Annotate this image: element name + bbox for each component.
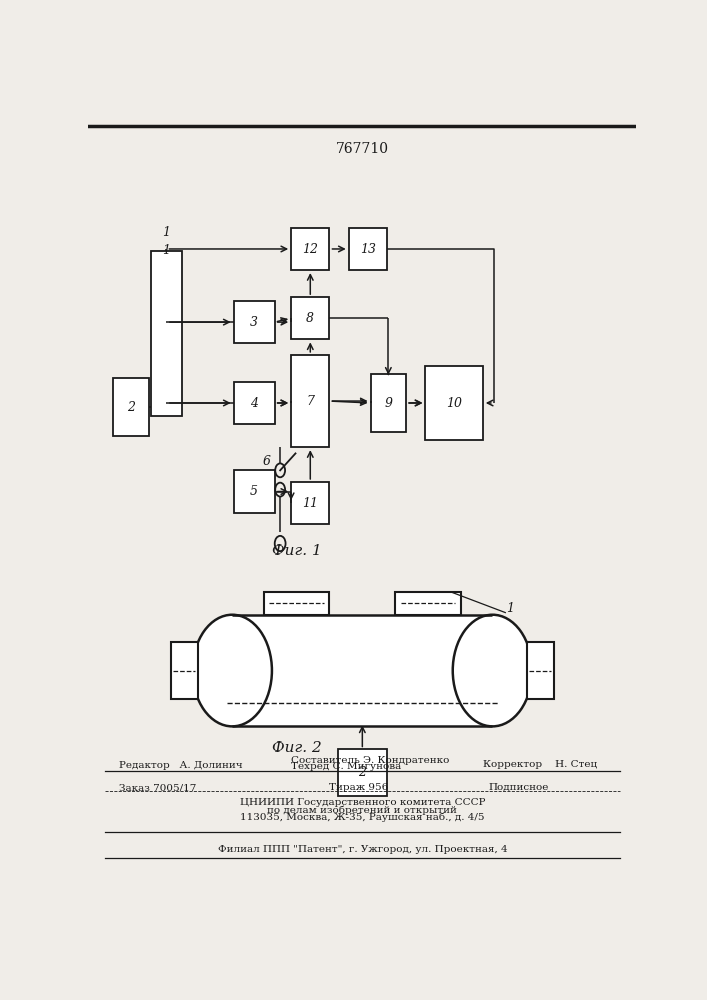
Bar: [233, 382, 275, 424]
Bar: [395, 592, 461, 615]
Bar: [233, 301, 275, 343]
Ellipse shape: [192, 615, 272, 726]
Text: 10: 10: [446, 397, 462, 410]
Text: 1: 1: [163, 226, 170, 239]
Bar: [291, 355, 329, 447]
Text: 1: 1: [506, 602, 514, 615]
Bar: [113, 378, 148, 436]
Bar: [233, 470, 275, 513]
Text: 11: 11: [303, 497, 318, 510]
Text: 5: 5: [250, 485, 258, 498]
Bar: [370, 374, 407, 432]
Text: 767710: 767710: [336, 142, 389, 156]
Text: 2: 2: [358, 766, 366, 779]
Text: Филиал ППП "Патент", г. Ужгород, ул. Проектная, 4: Филиал ППП "Патент", г. Ужгород, ул. Про…: [218, 845, 507, 854]
Text: Тираж 956: Тираж 956: [329, 783, 389, 792]
Bar: [232, 615, 493, 726]
Text: 1: 1: [162, 244, 170, 257]
Text: Корректор    Н. Стец: Корректор Н. Стец: [483, 760, 597, 769]
Text: Фиг. 2: Фиг. 2: [271, 741, 322, 755]
Text: Фиг. 1: Фиг. 1: [271, 544, 322, 558]
Bar: [527, 642, 554, 699]
Text: ЦНИИПИ Государственного комитета СССР: ЦНИИПИ Государственного комитета СССР: [240, 798, 485, 807]
Bar: [291, 297, 329, 339]
Text: 8: 8: [306, 312, 315, 325]
Text: 3: 3: [250, 316, 258, 329]
Text: 4: 4: [250, 397, 258, 410]
Text: Редактор   А. Долинич: Редактор А. Долинич: [119, 761, 242, 770]
Bar: [426, 366, 483, 440]
Bar: [151, 251, 182, 416]
Text: 13: 13: [360, 243, 376, 256]
Text: Подписное: Подписное: [489, 783, 549, 792]
Text: 7: 7: [306, 395, 315, 408]
Bar: [291, 228, 329, 270]
Text: по делам изобретений и открытий: по делам изобретений и открытий: [267, 805, 457, 815]
Ellipse shape: [452, 615, 532, 726]
Text: 6: 6: [262, 455, 270, 468]
Text: Составитель Э. Кондратенко: Составитель Э. Кондратенко: [291, 756, 450, 765]
Bar: [338, 749, 387, 796]
Text: 9: 9: [384, 397, 392, 410]
Bar: [170, 642, 198, 699]
Text: 2: 2: [127, 401, 134, 414]
Text: 113035, Москва, Ж-35, Раушская наб., д. 4/5: 113035, Москва, Ж-35, Раушская наб., д. …: [240, 813, 484, 822]
Text: Заказ 7005/17: Заказ 7005/17: [119, 783, 196, 792]
Bar: [264, 592, 329, 615]
Bar: [349, 228, 387, 270]
Bar: [291, 482, 329, 524]
Text: 12: 12: [303, 243, 318, 256]
Text: Техред С. Мигунова: Техред С. Мигунова: [291, 762, 402, 771]
